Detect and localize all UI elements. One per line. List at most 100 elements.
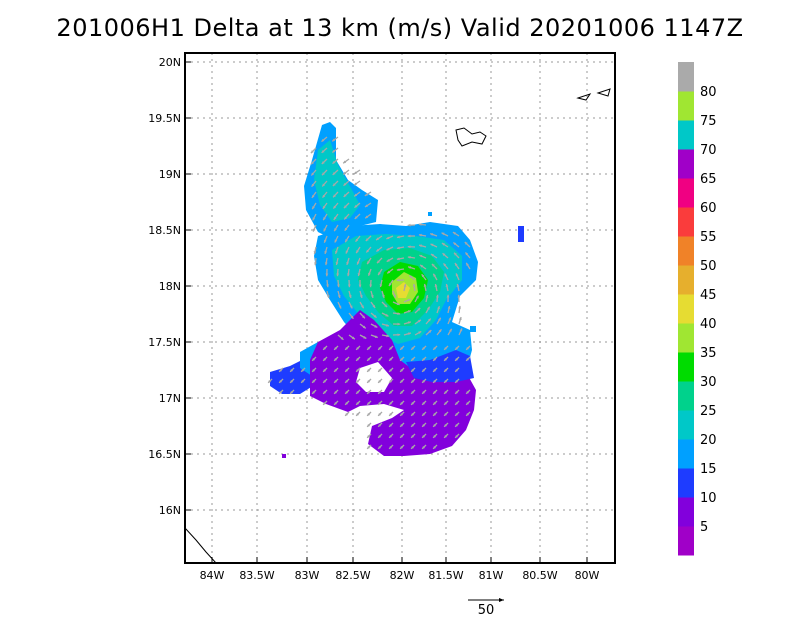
- wind-vector-head: [351, 336, 355, 340]
- wind-vector-head: [335, 250, 338, 254]
- wind-vector-head: [434, 283, 438, 287]
- colorbar-segment: [678, 410, 694, 440]
- wind-vector-head: [367, 445, 371, 449]
- wind-vector-head: [378, 434, 382, 438]
- wind-vector-head: [455, 401, 459, 405]
- wind-vector-head: [365, 238, 369, 242]
- wind-vector-head: [400, 357, 404, 361]
- colorbar-label: 20: [700, 433, 717, 448]
- wind-vector-head: [312, 379, 316, 383]
- wind-vector-head: [334, 379, 338, 383]
- wind-vector-head: [322, 194, 326, 198]
- wind-vector-head: [311, 161, 314, 165]
- wind-vector-head: [431, 263, 435, 267]
- wind-vector-head: [400, 445, 404, 449]
- wind-vector-head: [334, 357, 338, 361]
- wind-vector-head: [333, 194, 336, 198]
- wind-vector-head: [386, 247, 390, 251]
- wind-vector-head: [349, 305, 353, 309]
- colorbar-segment: [678, 497, 694, 527]
- wind-vector-head: [345, 250, 349, 254]
- wind-vector-head: [345, 346, 349, 350]
- wind-vector-head: [422, 346, 426, 350]
- wind-vector-head: [322, 183, 326, 187]
- wind-vector-head: [411, 412, 415, 416]
- wind-speed-shading: [270, 122, 524, 458]
- wind-vector-head: [379, 284, 383, 288]
- wind-vector-head: [400, 423, 404, 427]
- wind-vector-head: [333, 205, 337, 209]
- wind-vector-head: [367, 346, 371, 350]
- wind-vector-head: [389, 401, 393, 405]
- wind-vector-head: [336, 273, 340, 277]
- wind-vector-head: [453, 242, 457, 246]
- wind-vector-head: [400, 390, 404, 394]
- wind-vector-head: [454, 252, 457, 256]
- wind-vector-head: [354, 216, 358, 219]
- wind-vector-head: [422, 423, 426, 427]
- wind-vector-head: [314, 262, 317, 266]
- wind-vector-head: [433, 412, 437, 416]
- colorbar-segment: [678, 120, 694, 150]
- wind-vector-head: [423, 283, 427, 287]
- wind-vector-head: [421, 274, 425, 278]
- wind-vector-head: [393, 294, 396, 298]
- colorbar-label: 45: [700, 288, 717, 303]
- wind-vector-head: [396, 302, 400, 306]
- wind-vector-head: [400, 401, 404, 405]
- wind-vector-head: [367, 434, 371, 438]
- wind-vector-head: [411, 423, 415, 427]
- wind-vector-head: [409, 275, 413, 279]
- x-tick-label: 83.5W: [239, 569, 274, 582]
- wind-vector-head: [353, 171, 357, 174]
- wind-vector-head: [368, 272, 371, 276]
- wind-vector-head: [378, 412, 382, 416]
- wind-vector-head: [323, 346, 327, 350]
- wind-vector-head: [334, 368, 338, 372]
- wind-vector-head: [332, 138, 336, 142]
- wind-vector-head: [417, 308, 421, 311]
- y-tick-label: 16.5N: [148, 448, 181, 461]
- wind-vector-head: [407, 332, 411, 336]
- coastlines: [185, 88, 611, 563]
- wind-vector-head: [311, 172, 315, 176]
- wind-vector-head: [334, 401, 338, 405]
- y-tick-label: 18.5N: [148, 224, 181, 237]
- wind-vector-head: [378, 445, 382, 449]
- map-title: 201006H1 Delta at 13 km (m/s) Valid 2020…: [56, 14, 744, 42]
- wind-vector-head: [447, 305, 451, 309]
- shade-speck-1: [518, 226, 524, 242]
- wind-vector-head: [397, 333, 401, 337]
- wind-vector-head: [312, 228, 316, 232]
- wind-vector-head: [444, 390, 448, 394]
- colorbar-label: 50: [700, 259, 717, 274]
- wind-vector-head: [370, 295, 374, 298]
- wind-vector-head: [400, 379, 404, 383]
- wind-vector-head: [441, 232, 445, 236]
- y-tick-label: 19.5N: [148, 112, 181, 125]
- wind-vector-head: [411, 390, 415, 394]
- wind-vector-head: [372, 304, 376, 308]
- wind-vector-head: [385, 323, 389, 327]
- wind-vector-head: [301, 379, 305, 383]
- wind-vector-head: [465, 252, 469, 256]
- colorbar-label: 80: [700, 85, 717, 100]
- wind-vector-head: [363, 335, 367, 339]
- wind-vector-head: [323, 357, 327, 361]
- wind-vector-head: [279, 390, 283, 394]
- colorbar: 5 10 15 20 25 30 35 40 45 50 55 60 65 70 75 80: [678, 62, 717, 556]
- x-tick-label: 84W: [200, 569, 225, 582]
- wind-vector-head: [422, 434, 426, 438]
- wind-vector-head: [455, 423, 459, 427]
- wind-vector-head: [418, 331, 422, 334]
- wind-vector-head: [397, 312, 401, 316]
- colorbar-label: 30: [700, 375, 717, 390]
- wind-vector-head: [323, 379, 327, 383]
- wind-vector-head: [343, 160, 347, 164]
- wind-vector-head: [310, 150, 314, 154]
- wind-vector-head: [334, 228, 337, 232]
- wind-vector-head: [386, 259, 390, 262]
- x-tick-label: 83W: [295, 569, 320, 582]
- wind-vector-head: [415, 295, 419, 299]
